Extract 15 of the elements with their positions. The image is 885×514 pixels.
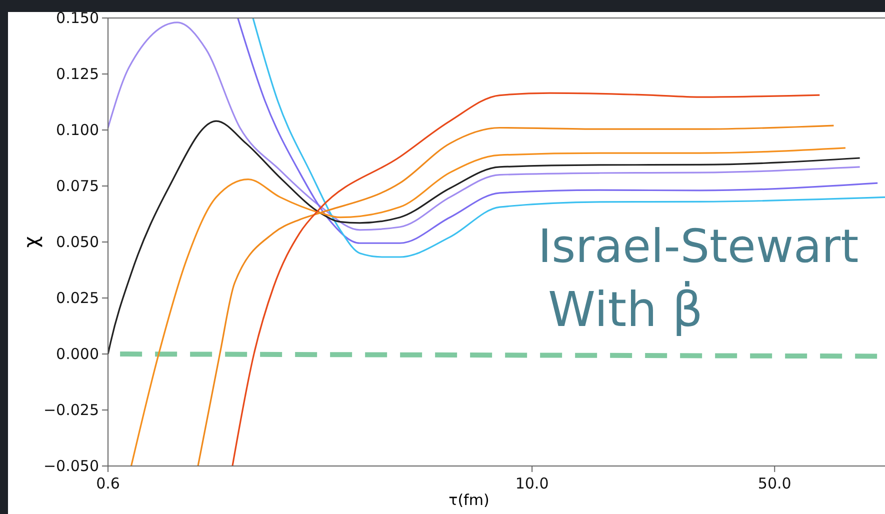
y-tick-label: 0.100 — [56, 120, 99, 139]
y-tick-label: 0.000 — [56, 344, 99, 363]
x-axis-title: τ(fm) — [448, 491, 490, 509]
x-tick-label: 0.6 — [96, 474, 120, 492]
x-tick-label: 10.0 — [515, 474, 549, 492]
y-axis-title: χ — [19, 236, 43, 248]
y-tick-label: 0.075 — [56, 176, 99, 195]
y-tick-label: 0.150 — [56, 8, 99, 27]
y-tick-label: 0.050 — [56, 232, 99, 251]
x-tick-label: 50.0 — [758, 474, 792, 492]
y-tick-label: 0.125 — [56, 64, 99, 83]
annotation: Israel-Stewart With β̇ — [538, 219, 859, 338]
y-tick-label: −0.050 — [43, 456, 99, 475]
y-tick-label: −0.025 — [43, 400, 99, 419]
y-tick-label: 0.025 — [56, 288, 99, 307]
